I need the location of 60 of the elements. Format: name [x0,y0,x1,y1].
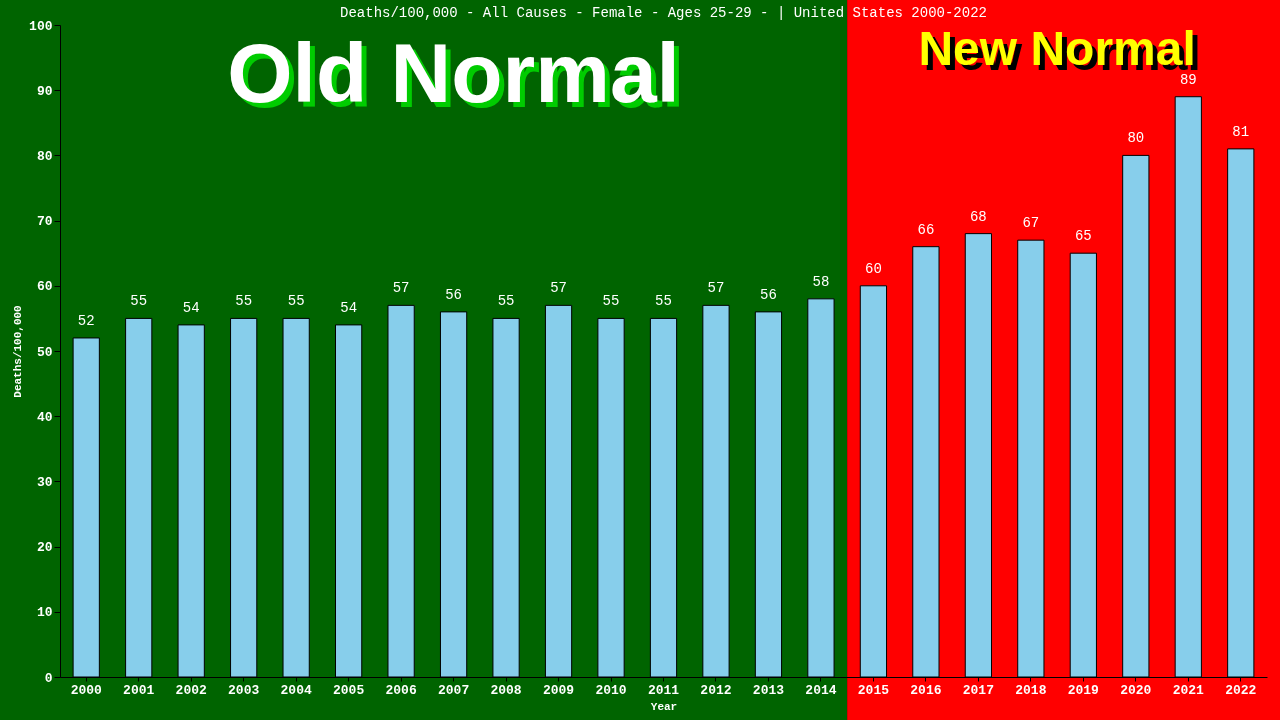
data-label: 66 [917,221,935,238]
data-label: 55 [287,293,305,310]
x-tick-label: 2018 [1015,682,1047,698]
data-label: 56 [445,286,462,303]
x-tick-label: 2019 [1067,682,1100,698]
y-tick-label: 20 [36,540,53,556]
x-tick-label: 2015 [857,682,890,698]
data-label: 57 [392,280,410,297]
y-tick-label: 90 [36,83,53,99]
data-label: 58 [812,273,830,290]
y-tick-label: 100 [29,18,53,34]
data-label: 55 [235,293,253,310]
y-tick-label: 40 [36,409,53,425]
chart-title: Deaths/100,000 - All Causes - Female - Ages 25-29 - | United States 2000-2022 [340,4,987,21]
data-label: 65 [1074,228,1092,245]
x-tick-label: 2007 [437,682,470,698]
data-label: 55 [602,293,620,310]
x-tick-label: 2012 [700,682,732,698]
data-label: 54 [182,299,200,316]
x-tick-label: 2021 [1172,682,1205,698]
x-tick-label: 2008 [490,682,522,698]
y-tick-label: 50 [36,344,53,360]
x-tick-label: 2013 [752,682,785,698]
data-label: 68 [969,208,987,225]
y-tick-label: 60 [36,279,53,295]
data-label: 80 [1127,130,1145,147]
y-tick-label: 70 [36,214,53,230]
x-tick-label: 2022 [1225,682,1257,698]
y-tick-label: 10 [36,605,53,621]
data-label: 55 [130,293,148,310]
data-label: 67 [1022,215,1040,232]
y-tick-label: 30 [36,474,53,490]
x-tick-label: 2004 [280,682,312,698]
y-tick-label: 80 [36,148,53,164]
x-tick-label: 2010 [595,682,627,698]
data-label: 54 [340,299,358,316]
x-tick-label: 2006 [385,682,417,698]
x-tick-label: 2001 [123,682,155,698]
data-label: 55 [655,293,672,310]
x-tick-label: 2020 [1120,682,1152,698]
x-axis-title: Year [650,700,678,713]
x-tick-label: 2003 [228,682,260,698]
x-tick-label: 2009 [542,682,575,698]
x-tick-label: 2016 [910,682,942,698]
data-label: 55 [497,293,515,310]
y-axis-title: Deaths/100,000 [12,305,25,398]
data-label: 89 [1179,71,1197,88]
data-label: 81 [1232,123,1250,140]
data-label: 57 [550,280,567,297]
data-label: 52 [77,312,95,329]
x-tick-label: 2002 [175,682,207,698]
x-tick-label: 2017 [962,682,994,698]
data-label: 60 [865,260,882,277]
x-tick-label: 2005 [333,682,365,698]
y-tick-label: 0 [44,670,53,686]
data-label: 57 [707,280,725,297]
x-tick-label: 2000 [70,682,103,698]
x-tick-label: 2014 [805,682,837,698]
data-label: 56 [760,286,777,303]
x-tick-label: 2011 [647,682,680,698]
